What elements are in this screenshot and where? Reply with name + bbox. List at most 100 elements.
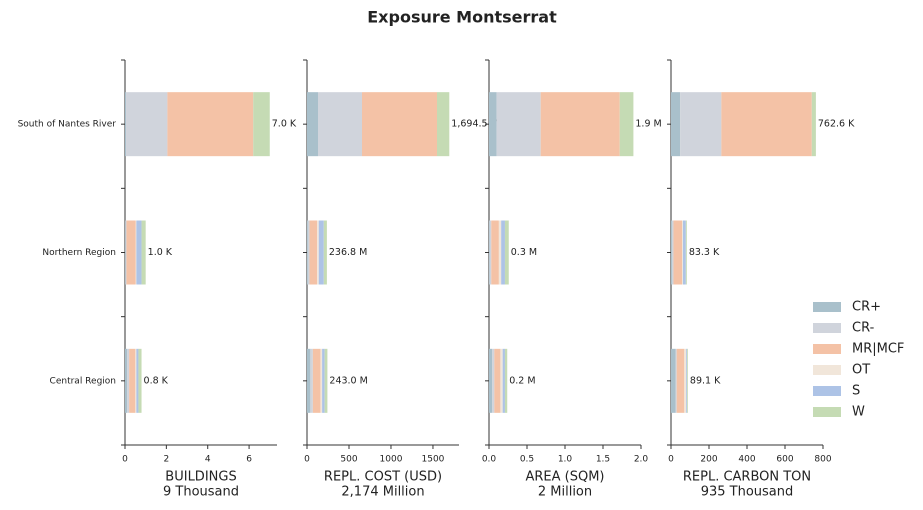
bar-segment bbox=[687, 348, 688, 413]
x-axis-label: REPL. CARBON TON bbox=[683, 470, 811, 485]
bar-segment bbox=[138, 348, 142, 413]
bar-segment bbox=[685, 220, 687, 285]
bar-segment bbox=[318, 220, 324, 285]
legend-swatch bbox=[813, 365, 841, 375]
bar-segment bbox=[676, 348, 685, 413]
total-label: 243.0 M bbox=[329, 375, 367, 386]
bar-segment bbox=[324, 348, 328, 413]
bar-segment bbox=[307, 220, 308, 285]
bar-segment bbox=[318, 92, 363, 157]
x-tick-label: 1000 bbox=[380, 455, 403, 465]
total-label: 0.3 M bbox=[511, 247, 537, 258]
bar-segment bbox=[125, 348, 128, 413]
bar-segment bbox=[125, 92, 127, 157]
chart-title: Exposure Montserrat bbox=[367, 8, 557, 27]
x-tick-label: 1500 bbox=[422, 455, 445, 465]
bar-segment bbox=[673, 220, 683, 285]
total-label: 1,694.5 M bbox=[451, 119, 498, 130]
legend-label: OT bbox=[852, 363, 870, 378]
total-label: 0.2 M bbox=[509, 375, 535, 386]
bar-segment bbox=[489, 220, 490, 285]
x-tick-label: 1.0 bbox=[558, 455, 573, 465]
bar-segment bbox=[167, 92, 254, 157]
x-tick-label: 0 bbox=[122, 455, 128, 465]
bar-segment bbox=[136, 220, 142, 285]
bar-segment bbox=[126, 92, 168, 157]
x-tick-label: 0 bbox=[668, 455, 674, 465]
x-tick-label: 0.5 bbox=[520, 455, 534, 465]
x-tick-label: 400 bbox=[738, 455, 755, 465]
total-label: 83.3 K bbox=[689, 247, 720, 258]
legend-swatch bbox=[813, 386, 841, 396]
x-tick-label: 800 bbox=[814, 455, 831, 465]
y-tick-label: South of Nantes River bbox=[18, 120, 117, 130]
bar-segment bbox=[125, 220, 127, 285]
bar-segment bbox=[671, 220, 674, 285]
bar-segment bbox=[129, 348, 136, 413]
total-label: 236.8 M bbox=[329, 247, 367, 258]
bar-segment bbox=[671, 220, 672, 285]
bar-segment bbox=[322, 348, 325, 413]
x-tick-label: 0.0 bbox=[482, 455, 497, 465]
bar-segment bbox=[312, 348, 321, 413]
x-tick-label: 2.0 bbox=[634, 455, 649, 465]
bar-segment bbox=[489, 220, 492, 285]
legend-swatch bbox=[813, 407, 841, 417]
legend-label: CR- bbox=[852, 321, 875, 336]
legend-swatch bbox=[813, 302, 841, 312]
bar-segment bbox=[619, 92, 634, 157]
bar-segment bbox=[494, 348, 501, 413]
x-tick-label: 200 bbox=[700, 455, 717, 465]
x-axis-label: BUILDINGS bbox=[165, 470, 236, 485]
bar-segment bbox=[127, 348, 130, 413]
x-tick-label: 6 bbox=[246, 455, 252, 465]
bar-segment bbox=[309, 220, 318, 285]
bar-segment bbox=[500, 348, 503, 413]
legend-swatch bbox=[813, 344, 841, 354]
x-tick-label: 1.5 bbox=[596, 455, 610, 465]
bar-segment bbox=[307, 92, 319, 157]
bar-segment bbox=[502, 348, 505, 413]
x-axis-subtitle: 935 Thousand bbox=[701, 485, 794, 500]
total-label: 1.0 K bbox=[148, 247, 173, 258]
bar-segment bbox=[141, 220, 146, 285]
bar-segment bbox=[675, 348, 677, 413]
bar-segment bbox=[682, 220, 683, 285]
bar-segment bbox=[135, 220, 137, 285]
bar-segment bbox=[671, 348, 676, 413]
bar-segment bbox=[501, 220, 505, 285]
bar-segment bbox=[671, 92, 681, 157]
x-axis-subtitle: 2,174 Million bbox=[341, 485, 424, 500]
x-tick-label: 600 bbox=[776, 455, 793, 465]
legend-label: MR|MCF bbox=[852, 342, 904, 357]
bar-segment bbox=[253, 92, 270, 157]
legend-label: W bbox=[852, 405, 865, 420]
bar-segment bbox=[686, 348, 688, 413]
total-label: 0.8 K bbox=[144, 375, 169, 386]
bar-segment bbox=[682, 220, 686, 285]
bar-segment bbox=[135, 348, 137, 413]
bar-segment bbox=[436, 92, 450, 157]
legend-label: CR+ bbox=[852, 300, 881, 315]
bar-segment bbox=[126, 220, 136, 285]
bar-segment bbox=[498, 220, 502, 285]
bar-segment bbox=[496, 92, 541, 157]
bar-segment bbox=[811, 92, 816, 157]
x-tick-label: 4 bbox=[205, 455, 211, 465]
bar-segment bbox=[504, 348, 508, 413]
x-tick-label: 0 bbox=[304, 455, 310, 465]
x-axis-subtitle: 9 Thousand bbox=[163, 485, 239, 500]
total-label: 1.9 M bbox=[635, 119, 661, 130]
total-label: 89.1 K bbox=[690, 375, 721, 386]
bar-segment bbox=[504, 220, 509, 285]
x-tick-label: 500 bbox=[340, 455, 357, 465]
x-axis-label: AREA (SQM) bbox=[525, 470, 604, 485]
bar-segment bbox=[323, 220, 327, 285]
y-tick-label: Central Region bbox=[50, 376, 116, 386]
y-tick-label: Northern Region bbox=[42, 248, 116, 258]
bar-segment bbox=[307, 220, 310, 285]
bar-segment bbox=[310, 348, 313, 413]
x-axis-subtitle: 2 Million bbox=[538, 485, 592, 500]
total-label: 7.0 K bbox=[272, 119, 297, 130]
